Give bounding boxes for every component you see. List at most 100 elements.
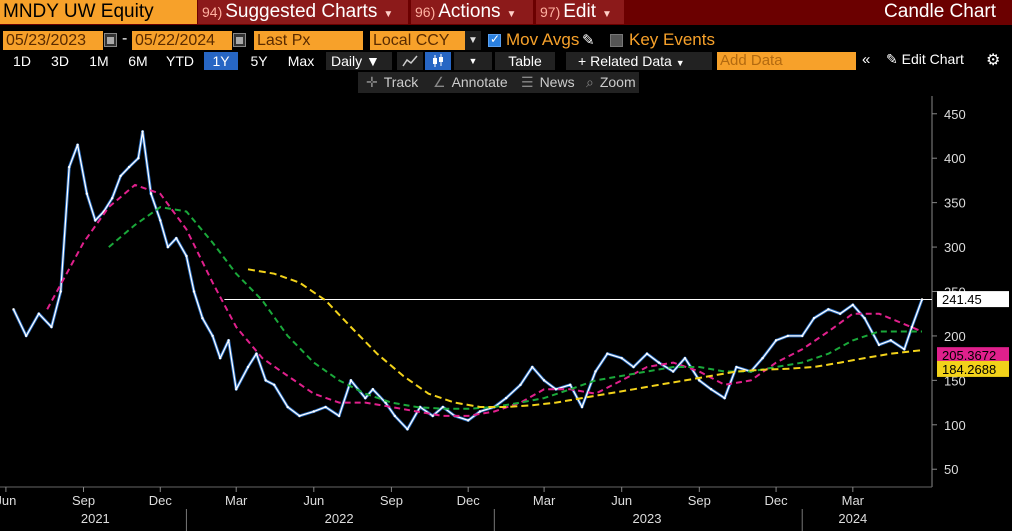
- calendar-icon[interactable]: [104, 33, 117, 47]
- end-date-field[interactable]: 05/22/2024: [132, 31, 232, 50]
- price-point: [246, 365, 250, 369]
- x-tick-label: Dec: [457, 493, 481, 508]
- price-point: [119, 174, 122, 178]
- x-tick-label: Sep: [72, 493, 95, 508]
- price-point: [903, 348, 906, 351]
- menu-label: Actions: [438, 1, 501, 22]
- price-point: [59, 290, 62, 293]
- caret-down-icon: ▼: [366, 53, 380, 69]
- price-point: [166, 245, 170, 249]
- frequency-select[interactable]: Daily ▼: [326, 52, 392, 70]
- price-point: [683, 356, 687, 360]
- chart-type-dropdown-icon[interactable]: ▼: [454, 52, 492, 70]
- x-year-label: 2022: [325, 511, 354, 526]
- price-point: [298, 414, 301, 418]
- y-tick-label: 150: [944, 373, 966, 388]
- price-point: [50, 325, 53, 329]
- price-point: [264, 379, 267, 382]
- price-point: [594, 370, 597, 373]
- line-chart-icon[interactable]: [397, 52, 423, 70]
- menu-label: Edit: [563, 1, 596, 22]
- track-tool[interactable]: ✛ Track: [366, 72, 418, 93]
- ticker-field[interactable]: MNDY UW Equity: [0, 0, 197, 24]
- x-year-label: 2024: [838, 511, 867, 526]
- add-data-input[interactable]: Add Data: [717, 52, 856, 70]
- x-tick-label: Jun: [303, 493, 324, 508]
- price-point: [349, 379, 353, 382]
- gear-icon[interactable]: ⚙: [986, 52, 1001, 69]
- x-tick-label: Dec: [765, 493, 789, 508]
- suggested-charts-menu[interactable]: 94) Suggested Charts ▼: [198, 0, 408, 24]
- price-point: [286, 405, 289, 409]
- price-point: [531, 365, 534, 369]
- price-point: [466, 419, 470, 422]
- news-tool[interactable]: ☰ News: [521, 72, 575, 93]
- zoom-label: Zoom: [599, 74, 636, 90]
- edit-chart-button[interactable]: ✎ Edit Chart: [886, 51, 964, 68]
- annotate-tool[interactable]: ∠ Annotate: [433, 72, 508, 93]
- period-ytd[interactable]: YTD: [166, 53, 194, 69]
- period-1y[interactable]: 1Y: [204, 52, 238, 70]
- price-point: [632, 365, 635, 369]
- x-tick-label: Jun: [0, 493, 16, 508]
- value-label-box: [937, 347, 1009, 364]
- price-point: [431, 414, 434, 418]
- price-point: [504, 396, 508, 400]
- edit-menu[interactable]: 97) Edit ▼: [536, 0, 624, 24]
- currency-select[interactable]: Local CCY: [370, 31, 466, 50]
- table-button[interactable]: Table: [495, 52, 555, 70]
- pencil-icon: ✎: [886, 51, 898, 67]
- price-point: [735, 365, 738, 369]
- value-label-box: [937, 360, 1009, 377]
- price-point: [620, 356, 623, 360]
- price-point: [851, 303, 855, 307]
- price-point: [234, 388, 238, 391]
- candle-chart-icon[interactable]: [425, 52, 451, 70]
- period-max[interactable]: Max: [287, 53, 315, 69]
- price-point: [324, 405, 327, 409]
- edit-chart-label: Edit Chart: [901, 51, 964, 67]
- price-point: [863, 316, 866, 320]
- period-3d[interactable]: 3D: [51, 53, 69, 69]
- x-tick-label: Sep: [380, 493, 403, 508]
- price-series-line: [12, 130, 923, 430]
- value-label-text: 205.3672: [942, 348, 996, 363]
- x-tick-label: Mar: [533, 493, 556, 508]
- actions-menu[interactable]: 96) Actions ▼: [411, 0, 533, 24]
- x-tick-label: Mar: [842, 493, 865, 508]
- period-1m[interactable]: 1M: [89, 53, 109, 69]
- mov-avgs-checkbox[interactable]: [488, 32, 501, 47]
- price-point: [554, 388, 558, 391]
- period-5y[interactable]: 5Y: [250, 53, 268, 69]
- period-6m[interactable]: 6M: [128, 53, 148, 69]
- price-point: [364, 396, 367, 400]
- news-icon: ☰: [521, 74, 534, 90]
- price-point: [141, 130, 144, 133]
- collapse-double-chevron-icon[interactable]: «: [862, 51, 871, 68]
- price-point: [877, 343, 881, 347]
- period-1d[interactable]: 1D: [13, 53, 31, 69]
- related-data-button[interactable]: + Related Data ▼: [566, 52, 712, 70]
- pencil-icon[interactable]: ✎: [582, 32, 595, 49]
- dropdown-arrow-icon[interactable]: ▼: [465, 31, 481, 50]
- caret-down-icon: ▼: [506, 9, 517, 20]
- plus-icon: +: [578, 53, 587, 69]
- y-tick-label: 50: [944, 462, 958, 477]
- price-point: [12, 308, 15, 311]
- price-point: [920, 298, 924, 301]
- caret-down-icon: ▼: [675, 58, 685, 68]
- price-field-select[interactable]: Last Px: [254, 31, 363, 50]
- x-tick-label: Mar: [225, 493, 248, 508]
- calendar-icon[interactable]: [233, 33, 246, 47]
- price-point: [889, 339, 892, 342]
- start-date-field[interactable]: 05/23/2023: [3, 31, 103, 50]
- price-point: [542, 379, 546, 382]
- key-events-checkbox[interactable]: [610, 34, 623, 47]
- price-point: [85, 192, 89, 195]
- track-label: Track: [383, 74, 419, 90]
- zoom-tool[interactable]: ⌕ Zoom: [586, 72, 636, 93]
- value-label-text: 184.2688: [942, 362, 996, 377]
- price-point: [478, 410, 482, 413]
